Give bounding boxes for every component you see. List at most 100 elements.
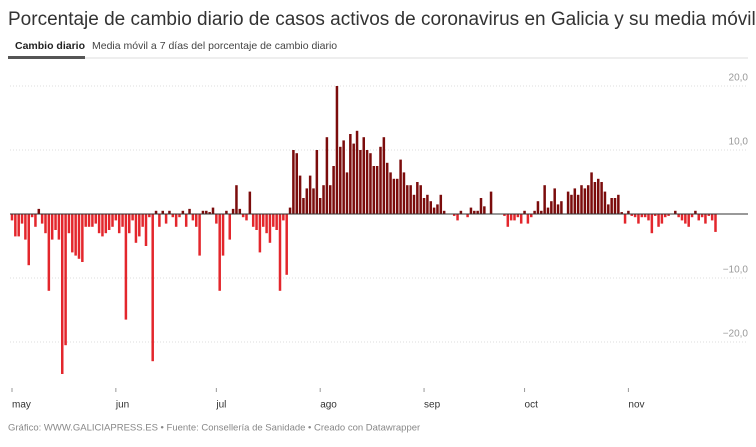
bar (657, 214, 660, 227)
tab-active[interactable]: Cambio diario (15, 40, 85, 52)
bar (191, 214, 195, 221)
bar (184, 214, 188, 227)
bar (546, 207, 550, 214)
bar (335, 86, 339, 214)
x-tick-label: ago (320, 400, 337, 411)
bar (365, 150, 369, 214)
bar (593, 182, 597, 214)
bar (94, 214, 97, 224)
bar (439, 194, 443, 214)
bar (540, 210, 543, 214)
bar (650, 214, 654, 234)
bar (208, 212, 211, 214)
bar (399, 159, 402, 214)
bar (20, 214, 24, 224)
bar (198, 214, 201, 256)
bar (178, 214, 181, 218)
bar (87, 214, 91, 227)
bar (396, 178, 399, 214)
bar (84, 214, 87, 227)
bar (536, 201, 540, 214)
bar (697, 214, 700, 221)
bar (57, 214, 61, 240)
bar (305, 188, 309, 214)
bar (630, 214, 633, 216)
bar (158, 214, 161, 227)
bar (704, 214, 707, 224)
bar (402, 172, 406, 214)
bar (623, 214, 627, 224)
bar (459, 210, 463, 214)
bar (17, 214, 20, 237)
bar (107, 214, 111, 230)
bar (171, 214, 175, 218)
bar (556, 204, 560, 214)
bar (91, 214, 94, 227)
bar (707, 214, 711, 216)
bar (282, 214, 285, 221)
bar (452, 214, 456, 216)
bar (131, 214, 134, 221)
bar (268, 214, 272, 243)
bar (416, 182, 419, 214)
bar (667, 214, 670, 216)
x-tick-label: oct (525, 400, 539, 411)
x-tick-label: jun (115, 400, 129, 411)
bar (138, 214, 141, 237)
bar (633, 214, 637, 218)
bar (74, 214, 77, 256)
bar (516, 214, 520, 218)
bar (37, 208, 41, 214)
bar (379, 146, 382, 214)
bar (442, 210, 446, 214)
bar (714, 214, 717, 232)
bar (124, 214, 128, 320)
bar (288, 207, 292, 214)
bar (372, 166, 376, 214)
bar (141, 214, 144, 227)
bar (677, 214, 680, 218)
bar (583, 188, 587, 214)
bar (114, 214, 118, 221)
bar (406, 185, 409, 214)
y-tick-label: 10,0 (729, 137, 749, 148)
bar (14, 214, 17, 237)
bar (429, 201, 432, 214)
tab[interactable]: Media móvil a 7 días del porcentaje de c… (92, 40, 337, 52)
bar (345, 172, 349, 214)
bar (570, 194, 573, 214)
bar (409, 185, 412, 214)
bar (469, 207, 473, 214)
bar (308, 175, 312, 214)
bar (607, 204, 610, 214)
bar (10, 214, 14, 221)
bar (412, 194, 416, 214)
bar (503, 214, 506, 216)
bar (117, 214, 121, 234)
bar (519, 214, 523, 224)
bar (352, 143, 355, 214)
bar (694, 210, 697, 214)
bar (543, 185, 546, 214)
bar (235, 185, 238, 214)
bar (640, 214, 644, 218)
bar (560, 201, 563, 214)
bar (362, 137, 365, 214)
bar (479, 198, 483, 214)
bar (121, 214, 124, 227)
bar (710, 214, 714, 221)
bar (265, 214, 268, 234)
bar (64, 214, 67, 346)
bar (245, 214, 248, 221)
bar (161, 210, 164, 214)
bar (241, 214, 245, 218)
bar (302, 198, 305, 214)
bar (674, 210, 677, 214)
bar (687, 214, 690, 227)
bar (355, 130, 359, 214)
bar (151, 214, 154, 362)
bar (530, 214, 533, 218)
bar (148, 214, 151, 218)
bar (228, 214, 231, 240)
